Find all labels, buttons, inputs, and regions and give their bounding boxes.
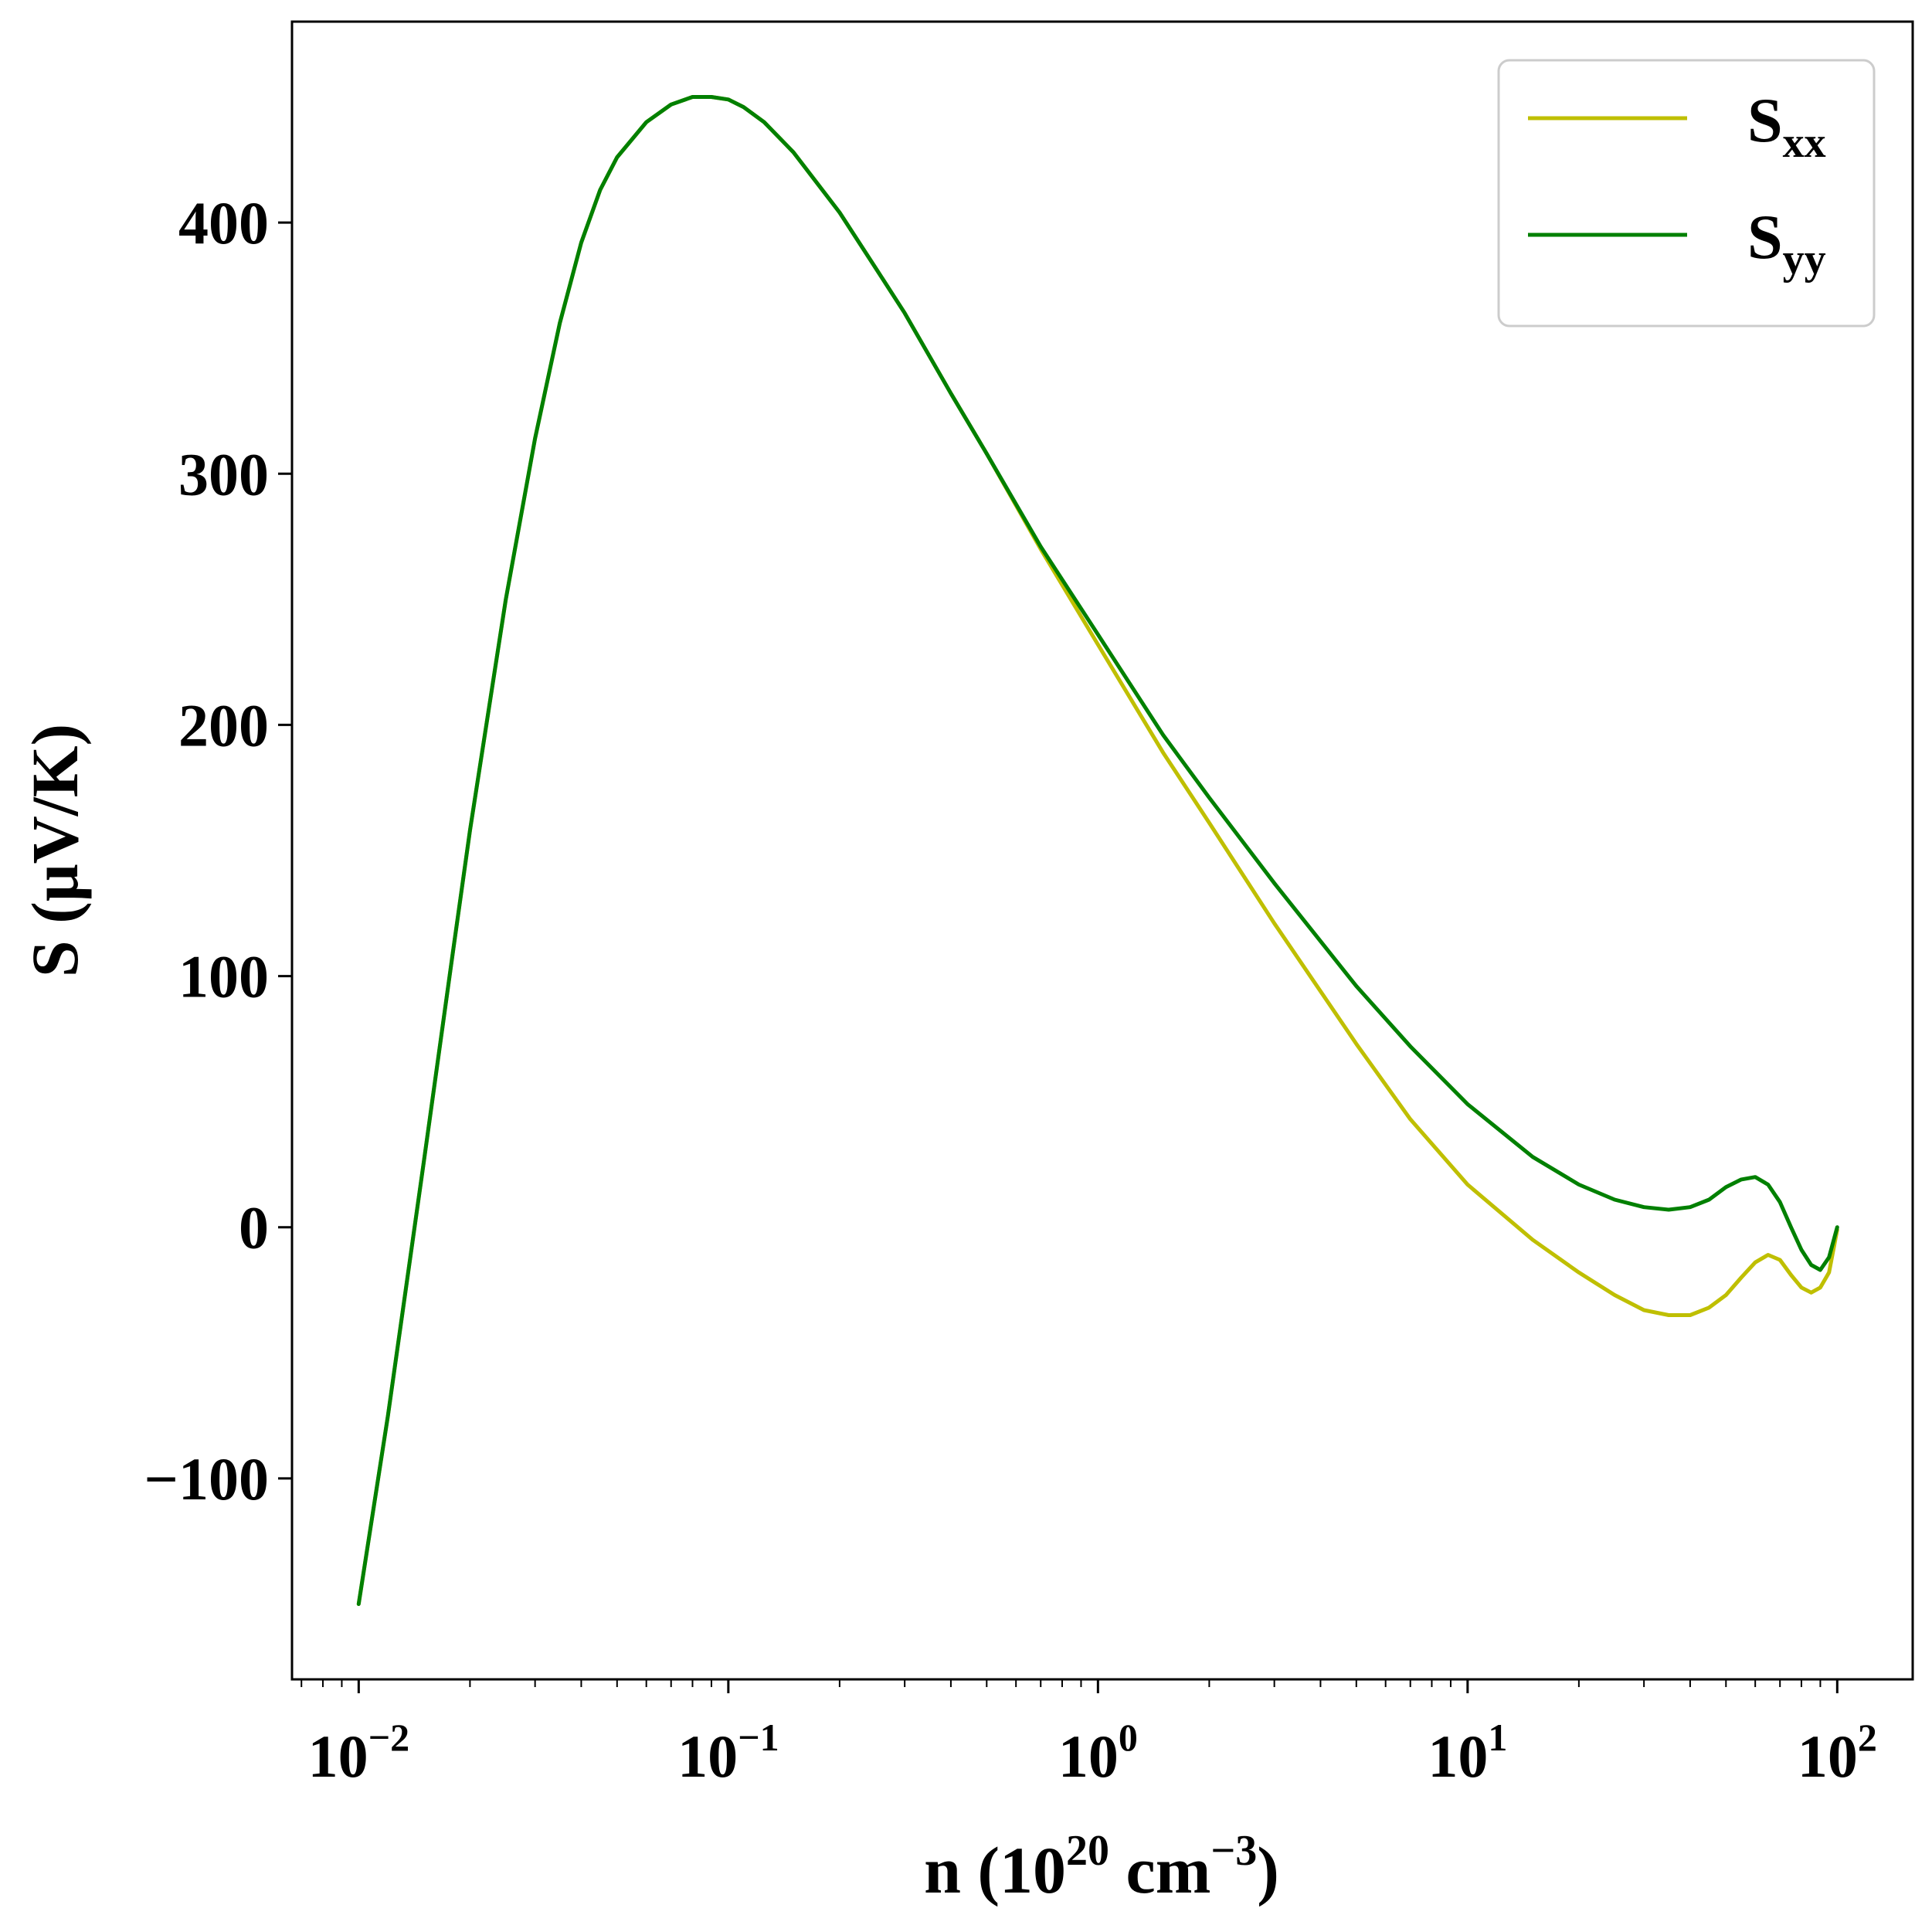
plot-frame (290, 20, 1914, 1681)
legend-label-main: S (1747, 85, 1783, 155)
x-tick-label: 10−2 (308, 1716, 410, 1790)
x-axis-label-mid: cm (1109, 1833, 1210, 1907)
legend-label-main: S (1747, 202, 1783, 272)
x-tick-base: 10 (308, 1723, 368, 1790)
x-tick-base: 10 (1058, 1723, 1119, 1790)
x-tick-label: 100 (1058, 1716, 1138, 1790)
series-line-Syy (356, 95, 1839, 1606)
y-tick-label: 400 (178, 189, 269, 256)
legend-label: Sxx (1747, 85, 1826, 167)
y-tick-label: −100 (144, 1445, 269, 1512)
legend-label-sub: xx (1783, 119, 1826, 167)
legend-box (1497, 59, 1876, 328)
legend-label-sub: yy (1783, 236, 1826, 283)
x-tick-label: 101 (1428, 1716, 1507, 1790)
x-tick-base: 10 (1798, 1723, 1858, 1790)
x-tick-label: 102 (1798, 1716, 1877, 1790)
y-tick-label: 300 (178, 440, 269, 508)
x-axis-label-sup1: 20 (1066, 1827, 1109, 1875)
x-axis-label: n (1020 cm−3) (924, 1827, 1279, 1907)
y-tick-label: 200 (178, 691, 269, 759)
x-tick-exp: −2 (368, 1716, 410, 1759)
legend-label: Syy (1747, 202, 1826, 283)
x-tick-base: 10 (1428, 1723, 1488, 1790)
x-axis-label-end: ) (1257, 1833, 1279, 1907)
x-tick-exp: −1 (738, 1716, 779, 1759)
x-tick-exp: 1 (1488, 1716, 1507, 1759)
x-tick-label: 10−1 (677, 1716, 779, 1790)
y-tick-label: 100 (178, 943, 269, 1010)
x-axis-label-base: n (10 (924, 1833, 1066, 1907)
y-axis-label: S (μV/K) (18, 724, 92, 977)
x-tick-exp: 0 (1119, 1716, 1138, 1759)
x-axis-label-sup2: −3 (1210, 1827, 1257, 1875)
x-tick-exp: 2 (1858, 1716, 1877, 1759)
y-tick-label: 0 (239, 1194, 269, 1261)
series-layer (356, 95, 1839, 1606)
x-tick-base: 10 (677, 1723, 738, 1790)
